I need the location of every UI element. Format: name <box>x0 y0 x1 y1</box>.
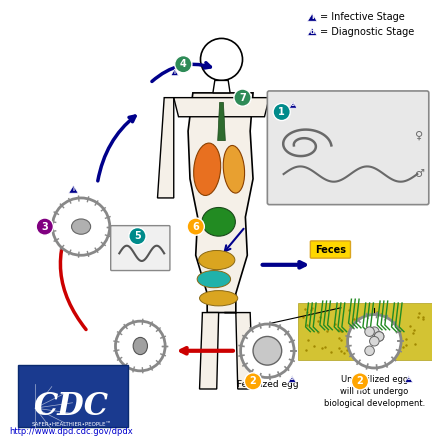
Text: will not undergo: will not undergo <box>339 387 408 396</box>
Circle shape <box>374 327 383 336</box>
Polygon shape <box>288 376 295 382</box>
Polygon shape <box>173 97 269 117</box>
Ellipse shape <box>201 207 235 236</box>
Text: 2: 2 <box>356 377 362 386</box>
Circle shape <box>364 327 374 336</box>
Circle shape <box>128 228 146 245</box>
Text: 4: 4 <box>180 59 186 69</box>
Polygon shape <box>307 14 316 21</box>
Polygon shape <box>289 101 296 108</box>
FancyBboxPatch shape <box>110 225 170 271</box>
Text: d: d <box>309 29 314 35</box>
Polygon shape <box>187 93 253 313</box>
Text: d: d <box>289 377 293 381</box>
Text: 5: 5 <box>134 231 141 241</box>
Text: SAFER•HEALTHIER•PEOPLE™: SAFER•HEALTHIER•PEOPLE™ <box>31 422 111 427</box>
Polygon shape <box>171 69 178 76</box>
Text: i: i <box>310 15 313 20</box>
Circle shape <box>347 315 400 368</box>
Circle shape <box>187 218 204 235</box>
Ellipse shape <box>197 271 230 288</box>
Text: 3: 3 <box>41 222 48 232</box>
Text: i: i <box>173 70 175 75</box>
Ellipse shape <box>223 145 244 193</box>
Text: d: d <box>290 102 295 107</box>
Text: CDC: CDC <box>34 391 109 422</box>
Ellipse shape <box>198 250 234 270</box>
Ellipse shape <box>133 338 147 354</box>
Text: d: d <box>406 377 410 381</box>
Polygon shape <box>404 376 411 382</box>
Polygon shape <box>212 81 230 93</box>
Circle shape <box>174 56 191 73</box>
Polygon shape <box>297 303 431 360</box>
Circle shape <box>359 332 369 341</box>
Circle shape <box>233 89 250 106</box>
Circle shape <box>36 218 53 235</box>
Text: http://www.dpd.cdc.gov/dpdx: http://www.dpd.cdc.gov/dpdx <box>10 427 133 436</box>
Text: Fertilized egg: Fertilized egg <box>236 380 297 389</box>
Ellipse shape <box>193 143 220 195</box>
Circle shape <box>115 321 165 371</box>
Circle shape <box>53 198 109 255</box>
Text: 1: 1 <box>278 107 284 117</box>
Text: 2: 2 <box>249 377 256 386</box>
Circle shape <box>273 103 289 120</box>
Polygon shape <box>199 313 218 389</box>
Polygon shape <box>307 28 316 35</box>
Circle shape <box>244 373 261 390</box>
Polygon shape <box>157 97 173 198</box>
Circle shape <box>240 324 293 377</box>
FancyBboxPatch shape <box>309 241 350 258</box>
Circle shape <box>253 336 281 365</box>
Polygon shape <box>224 313 253 389</box>
Text: Unfertilized egg: Unfertilized egg <box>340 375 407 384</box>
FancyBboxPatch shape <box>267 91 428 205</box>
Text: ♀: ♀ <box>414 131 422 141</box>
Ellipse shape <box>71 219 90 234</box>
Ellipse shape <box>199 291 237 306</box>
Text: i: i <box>72 187 74 192</box>
Circle shape <box>369 332 378 341</box>
Text: 6: 6 <box>192 222 199 232</box>
Polygon shape <box>69 186 78 193</box>
Circle shape <box>364 327 374 336</box>
Text: Feces: Feces <box>314 245 345 255</box>
Text: = Infective Stage: = Infective Stage <box>319 12 404 23</box>
FancyBboxPatch shape <box>18 365 128 427</box>
Polygon shape <box>269 97 285 198</box>
Text: biological development.: biological development. <box>323 399 424 408</box>
Polygon shape <box>217 102 225 140</box>
Circle shape <box>364 341 374 351</box>
Text: ♂: ♂ <box>413 169 423 179</box>
Text: = Diagnostic Stage: = Diagnostic Stage <box>319 27 413 37</box>
Text: 7: 7 <box>239 93 245 103</box>
Circle shape <box>351 373 368 390</box>
